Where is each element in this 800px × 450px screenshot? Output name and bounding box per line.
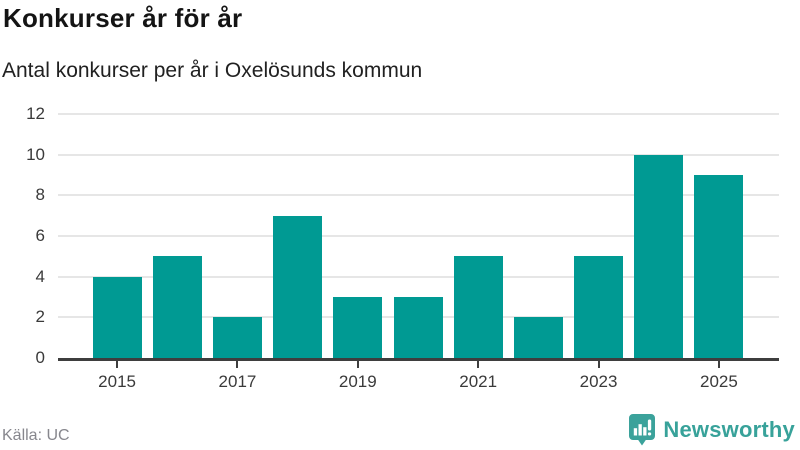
y-tick-label: 0 bbox=[35, 348, 45, 367]
y-axis: 0 2 4 6 8 10 12 bbox=[0, 104, 45, 367]
x-tick-label: 2025 bbox=[699, 372, 738, 391]
plot-area: 2015 2017 2019 2021 2023 2025 bbox=[58, 113, 779, 391]
x-tick bbox=[116, 361, 119, 368]
newsworthy-logo[interactable]: Newsworthy bbox=[628, 413, 795, 446]
x-tick-label: 2017 bbox=[218, 372, 257, 391]
bar-2023 bbox=[574, 256, 624, 358]
gridline-4 bbox=[58, 275, 779, 278]
bar-2017 bbox=[212, 317, 262, 358]
bar-2018 bbox=[273, 215, 323, 358]
bar-2020 bbox=[393, 297, 443, 358]
x-tick bbox=[477, 361, 480, 368]
y-tick-label: 4 bbox=[35, 266, 45, 286]
x-tick bbox=[236, 361, 239, 368]
gridline-6 bbox=[58, 235, 779, 237]
x-tick bbox=[597, 361, 600, 368]
chart-subtitle: Antal konkurser per år i Oxelösunds komm… bbox=[2, 59, 423, 82]
gridline-10 bbox=[58, 153, 779, 156]
x-tick-label: 2023 bbox=[579, 372, 618, 391]
gridline-12 bbox=[58, 113, 779, 115]
bar-2022 bbox=[513, 317, 563, 358]
x-tick bbox=[356, 361, 359, 368]
x-tick-label: 2021 bbox=[459, 372, 498, 391]
newsworthy-bubble-chart-icon bbox=[628, 413, 656, 446]
bar-2024 bbox=[634, 154, 684, 358]
bar-2015 bbox=[92, 276, 142, 358]
x-tick bbox=[717, 361, 720, 368]
source-note: Källa: UC bbox=[2, 427, 70, 444]
x-tick-label: 2019 bbox=[338, 372, 377, 391]
gridline-8 bbox=[58, 194, 779, 197]
page-title: Konkurser år för år bbox=[3, 3, 243, 33]
bar-2021 bbox=[453, 256, 503, 358]
brand-name: Newsworthy bbox=[663, 416, 795, 442]
bar-2016 bbox=[152, 256, 202, 358]
y-tick-label: 8 bbox=[35, 185, 45, 205]
y-tick-label: 10 bbox=[26, 144, 45, 164]
bar-2025 bbox=[694, 175, 744, 358]
y-tick-label: 6 bbox=[35, 226, 45, 245]
x-tick-label: 2015 bbox=[98, 372, 136, 391]
bar-2019 bbox=[333, 297, 383, 358]
y-tick-label: 2 bbox=[35, 307, 45, 327]
y-tick-label: 12 bbox=[26, 104, 45, 123]
